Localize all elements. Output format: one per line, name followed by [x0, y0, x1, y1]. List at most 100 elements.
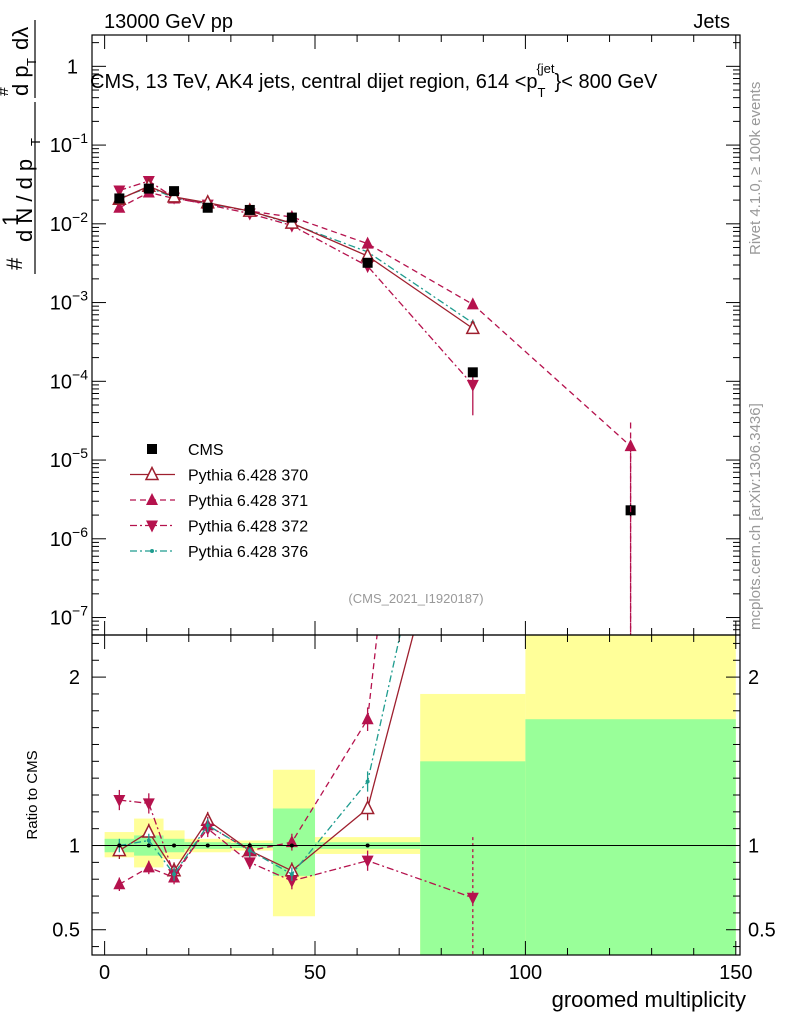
svg-text:T: T: [24, 58, 39, 66]
data-point: [466, 297, 479, 310]
series-pythia-6-428-376: [117, 185, 475, 327]
main-y-tick-label: 1: [67, 56, 78, 78]
series-line: [119, 186, 474, 324]
ratio-point: [285, 835, 298, 848]
ratio-point: [361, 855, 374, 868]
ratio-series-group: [112, 635, 479, 955]
series-pythia-6-428-371: [113, 185, 637, 635]
legend-entry: Pythia 6.428 376: [130, 544, 308, 561]
x-tick-label: 0: [99, 962, 110, 984]
ratio-y-tick-label: 1: [69, 836, 80, 858]
x-tick-labels: 0 50 100 150: [99, 962, 752, 984]
ratio-y-tick-labels: 0.5 0.5 1 1 2 2: [52, 667, 776, 942]
ratio-point: [142, 798, 155, 811]
band-green-8: [525, 719, 736, 955]
main-y-tick-labels: 1 10−1 10−2 10−3 10−4 10−5 10−6 10−7: [50, 56, 88, 629]
svg-text:d p: d p: [8, 65, 33, 96]
svg-text:dλ: dλ: [8, 27, 33, 50]
main-y-tick-label: 10−5: [50, 445, 88, 472]
band-green-7: [420, 761, 526, 955]
data-point: [624, 439, 637, 452]
ratio-line: [119, 635, 401, 876]
ratio-point: [113, 877, 126, 890]
ratio-point: [205, 823, 210, 828]
data-point: [286, 212, 297, 223]
ratio-y-axis-label: Ratio to CMS: [24, 750, 41, 839]
svg-text:d N / d p: d N / d p: [12, 159, 37, 242]
svg-text:#: #: [0, 87, 12, 96]
ratio-line: [119, 635, 378, 885]
mcplots-side-text: mcplots.cern.ch [arXiv:1306.3436]: [747, 403, 764, 630]
legend-marker: [146, 520, 158, 533]
svg-text:#: #: [2, 257, 27, 270]
data-point: [244, 204, 255, 215]
data-point: [467, 367, 478, 378]
series-pythia-6-428-370: [112, 177, 481, 335]
legend-label: Pythia 6.428 370: [188, 468, 308, 485]
data-point: [465, 319, 481, 335]
legend-entry: Pythia 6.428 370: [130, 465, 308, 485]
data-point: [143, 183, 154, 194]
ratio-point: [146, 838, 151, 843]
data-point: [169, 186, 180, 197]
ratio-y-tick-label: 2: [69, 667, 80, 689]
main-y-tick-label: 10−4: [50, 366, 88, 393]
ratio-y-tick-label-right: 2: [748, 667, 759, 689]
legend: CMS Pythia 6.428 370 Pythia 6.428 371 Pythi…: [130, 442, 308, 561]
ratio-series-pythia-6-428-371: [113, 635, 378, 891]
chart-title: CMS, 13 TeV, AK4 jets, central dijet reg…: [90, 61, 658, 100]
ratio-bands: [104, 635, 736, 955]
main-y-tick-label: 10−3: [50, 288, 88, 315]
data-point: [113, 200, 126, 213]
data-point: [362, 257, 373, 268]
series-line: [119, 180, 474, 386]
main-y-axis-label: # d N / d p T 1 # d p T dλ # d 2 N: [0, 20, 43, 274]
legend-marker: [150, 549, 154, 553]
legend-entry: Pythia 6.428 371: [130, 493, 308, 510]
ratio-point: [247, 848, 252, 853]
legend-label: Pythia 6.428 371: [188, 493, 308, 510]
header-right: Jets: [693, 11, 730, 33]
ratio-point: [361, 712, 374, 725]
legend-entry: CMS: [147, 442, 224, 459]
ratio-point: [113, 795, 126, 808]
ratio-point: [360, 799, 375, 815]
legend-marker: [147, 444, 157, 454]
x-tick-label: 150: [719, 962, 752, 984]
x-tick-label: 50: [304, 962, 326, 984]
ratio-line: [119, 799, 474, 899]
ratio-point: [289, 872, 294, 877]
ratio-series-pythia-6-428-372: [113, 789, 479, 955]
rivet-side-text: Rivet 4.1.0, ≥ 100k events: [747, 82, 764, 255]
data-point: [202, 202, 213, 213]
x-tick-label: 100: [509, 962, 542, 984]
x-axis-label: groomed multiplicity: [552, 987, 746, 1012]
axis-ticks: [92, 35, 740, 955]
legend-label: Pythia 6.428 372: [188, 519, 308, 536]
analysis-watermark: (CMS_2021_I1920187): [348, 591, 483, 606]
ratio-y-tick-label-right: 0.5: [748, 920, 776, 942]
main-y-tick-label: 10−1: [50, 130, 88, 157]
legend-label: CMS: [188, 442, 224, 459]
ratio-y-tick-label-right: 1: [748, 836, 759, 858]
ratio-point: [172, 872, 177, 877]
data-point: [361, 236, 374, 249]
series-line: [119, 191, 632, 447]
header-left: 13000 GeV pp: [104, 11, 233, 33]
ratio-point: [142, 860, 155, 873]
ratio-point: [466, 892, 479, 905]
main-y-tick-label: 10−7: [50, 603, 88, 630]
main-series-group: [112, 175, 637, 635]
series-line: [119, 185, 474, 329]
ratio-point: [285, 875, 298, 888]
data-point: [466, 379, 479, 392]
legend-marker: [146, 493, 158, 505]
main-y-tick-label: 10−2: [50, 209, 88, 236]
series-pythia-6-428-372: [113, 175, 479, 416]
ratio-y-tick-label: 0.5: [52, 920, 80, 942]
svg-text:1: 1: [0, 214, 23, 226]
legend-label: Pythia 6.428 376: [188, 544, 308, 561]
main-y-tick-label: 10−6: [50, 524, 88, 551]
